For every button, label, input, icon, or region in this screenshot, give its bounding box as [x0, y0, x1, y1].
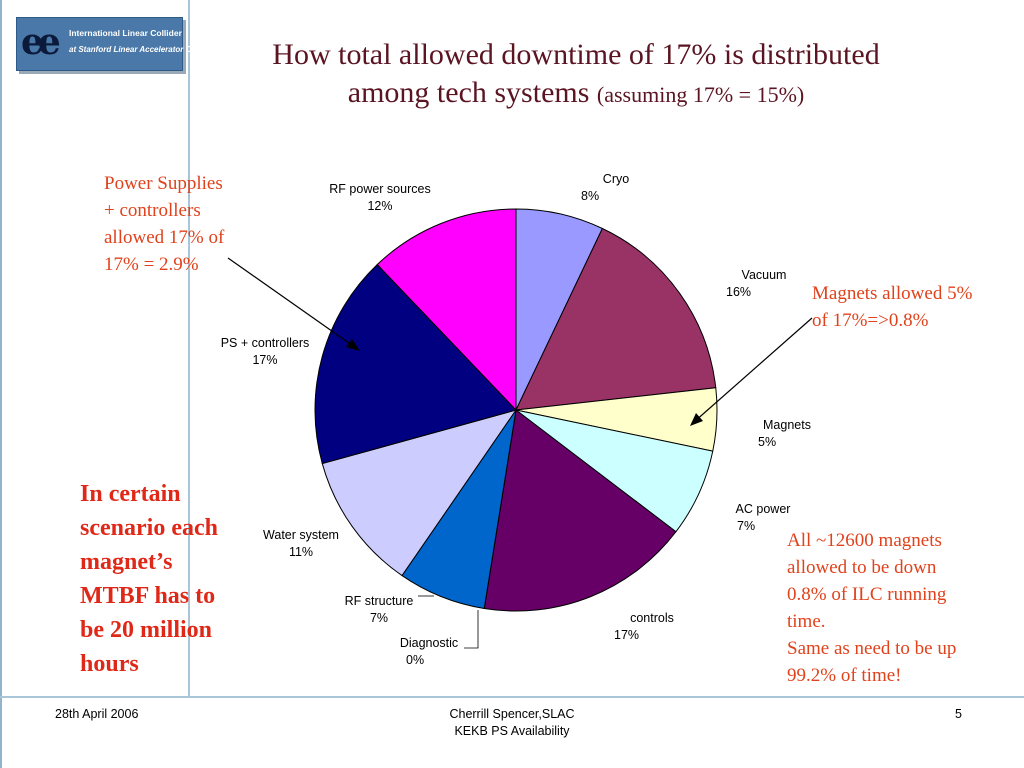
- slice-label-diagnostic-value: 0%: [406, 653, 425, 667]
- leader-line-diagnostic: [464, 610, 479, 649]
- frame-horizontal-line: [0, 696, 1024, 698]
- pie-slice-vacuum: [515, 227, 717, 411]
- slice-label-ac-power: AC power 7%: [727, 501, 799, 535]
- annotation-all-magnets: All ~12600 magnets allowed to be down 0.…: [787, 527, 956, 689]
- annotation-line: scenario each: [80, 515, 218, 541]
- slice-label-cryo-name: Cryo: [602, 172, 630, 186]
- slice-label-ac-power-value: 7%: [737, 519, 756, 533]
- slice-label-ps-controllers: PS + controllers 17%: [210, 335, 320, 369]
- pie-slice-ps-controllers: [314, 263, 517, 465]
- pie-slices: [314, 208, 718, 612]
- annotation-arrows: [227, 257, 813, 426]
- logo-line-2: at Stanford Linear Accelerator Center: [69, 45, 211, 54]
- annotation-line: hours: [80, 651, 139, 677]
- frame-vertical-line: [188, 0, 190, 698]
- annotation-mtbf: In certain scenario each magnet’s MTBF h…: [80, 477, 218, 681]
- annotation-line: + controllers: [104, 200, 201, 221]
- slice-label-vacuum-value: 16%: [726, 285, 752, 299]
- annotation-line: In certain: [80, 481, 181, 507]
- slice-label-water-system-name: Water system: [263, 528, 339, 542]
- slice-label-cryo: Cryo 8%: [575, 171, 635, 205]
- annotation-line: allowed 17% of: [104, 227, 225, 248]
- annotation-line: time.: [787, 611, 826, 632]
- pie-slice-rf-power-sources: [376, 208, 517, 412]
- slice-label-vacuum: Vacuum 16%: [722, 267, 794, 301]
- annotation-line: 17% = 2.9%: [104, 254, 199, 275]
- slice-label-diagnostic: Diagnostic 0%: [392, 635, 466, 669]
- annotation-power-supplies: Power Supplies + controllers allowed 17%…: [104, 170, 224, 278]
- arrow-head-magnets: [690, 413, 703, 426]
- leader-lines: [418, 595, 479, 649]
- annotation-line: Same as need to be up: [787, 638, 957, 659]
- slice-label-rf-structure-name: RF structure: [344, 594, 414, 608]
- slice-label-rf-power-sources-value: 12%: [367, 199, 393, 213]
- slice-label-water-system-value: 11%: [288, 545, 314, 559]
- slice-label-magnets-name: Magnets: [763, 418, 811, 432]
- annotation-line: Power Supplies: [104, 173, 223, 194]
- slice-label-controls-value: 17%: [614, 628, 640, 642]
- slice-label-vacuum-name: Vacuum: [741, 268, 787, 282]
- annotation-line: 0.8% of ILC running: [787, 584, 947, 605]
- slice-label-ps-controllers-name: PS + controllers: [220, 336, 310, 350]
- footer-talk: KEKB PS Availability: [454, 724, 570, 738]
- slice-label-diagnostic-name: Diagnostic: [399, 636, 459, 650]
- slice-label-water-system: Water system 11%: [254, 527, 348, 561]
- arrow-power-supplies: [227, 257, 357, 349]
- slice-label-rf-structure-value: 7%: [369, 611, 389, 625]
- annotation-line: Magnets allowed 5%: [812, 283, 973, 304]
- title-line-2-main: among tech systems: [347, 76, 590, 109]
- slice-label-magnets-value: 5%: [758, 435, 777, 449]
- ilc-logo-mark: ee: [21, 21, 61, 63]
- slide-title: How total allowed downtime of 17% is dis…: [196, 36, 956, 114]
- title-line-2: among tech systems (assuming 17% = 15%): [196, 74, 956, 114]
- slice-label-ac-power-name: AC power: [735, 502, 791, 516]
- title-note: (assuming 17% = 15%): [596, 82, 805, 107]
- annotation-line: magnet’s: [80, 549, 173, 575]
- footer-date: 28th April 2006: [55, 707, 139, 721]
- slice-label-rf-power-sources: RF power sources 12%: [318, 181, 442, 215]
- slice-label-controls-name: controls: [630, 611, 674, 625]
- annotation-line: of 17%=>0.8%: [812, 310, 929, 331]
- annotation-line: All ~12600 magnets: [787, 530, 942, 551]
- annotation-line: allowed to be down: [787, 557, 937, 578]
- arrow-head-power-supplies: [346, 339, 360, 351]
- slice-label-ps-controllers-value: 17%: [252, 353, 278, 367]
- annotation-line: 99.2% of time!: [787, 665, 902, 686]
- ilc-logo: ee International Linear Collider at Stan…: [16, 17, 211, 71]
- annotation-magnets: Magnets allowed 5% of 17%=>0.8%: [812, 280, 972, 334]
- slice-label-controls: controls 17%: [608, 610, 678, 644]
- footer-page-number: 5: [955, 707, 962, 721]
- logo-line-1: International Linear Collider: [69, 28, 182, 38]
- slice-label-rf-structure: RF structure 7%: [336, 593, 422, 627]
- pie-slice-controls: [483, 409, 677, 612]
- annotation-line: MTBF has to: [80, 583, 216, 609]
- pie-slice-water-system: [321, 409, 518, 577]
- slice-label-magnets: Magnets 5%: [752, 417, 822, 451]
- title-line-1: How total allowed downtime of 17% is dis…: [272, 38, 880, 71]
- frame-left-bar: [0, 0, 2, 768]
- arrow-magnets: [693, 317, 813, 423]
- slice-label-rf-power-sources-name: RF power sources: [329, 182, 431, 196]
- annotation-line: be 20 million: [80, 617, 213, 643]
- footer-author: Cherrill Spencer,SLAC: [449, 707, 575, 721]
- slice-label-cryo-value: 8%: [581, 189, 600, 203]
- footer-credit: Cherrill Spencer,SLAC KEKB PS Availabili…: [412, 706, 612, 740]
